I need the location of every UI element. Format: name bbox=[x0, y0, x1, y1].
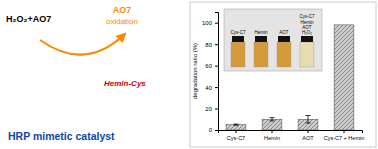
error-bar-line bbox=[308, 116, 309, 124]
vial-label: Cys-C7 bbox=[230, 30, 245, 35]
vial-body bbox=[231, 42, 245, 67]
x-axis: Cys-C7 Hemin AOT Cys-C7 + Hemin bbox=[219, 130, 365, 141]
inset-background bbox=[224, 9, 322, 71]
y-tick-mark bbox=[215, 109, 218, 110]
schematic: H₂O₂+AO7 AO7 oxidation Hemin-Cys HRP mimetic… bbox=[6, 5, 146, 142]
x-tick-mark bbox=[272, 130, 273, 133]
vial-cap bbox=[255, 36, 267, 42]
y-axis-line bbox=[215, 13, 219, 131]
vial-cap bbox=[278, 36, 290, 42]
y-axis: 0 20 40 60 80 100 bbox=[202, 13, 219, 134]
error-bar-cap bbox=[234, 124, 239, 125]
y-tick-mark bbox=[215, 87, 218, 88]
y-tick-label: 40 bbox=[205, 85, 212, 91]
x-tick-mark bbox=[344, 130, 345, 133]
x-tick-label: Hemin bbox=[264, 135, 280, 141]
error-bar bbox=[270, 118, 275, 121]
y-tick-label: 100 bbox=[202, 20, 213, 26]
vial-cap bbox=[232, 36, 244, 42]
error-bar-cap bbox=[270, 117, 275, 118]
x-axis-line bbox=[219, 131, 363, 134]
annotation: HRP mimetic catalyst bbox=[8, 130, 115, 142]
annotation: H₂O₂+AO7 bbox=[6, 14, 51, 24]
y-tick-label: 80 bbox=[205, 42, 212, 48]
error-bar-cap bbox=[270, 120, 275, 121]
y-tick-mark bbox=[215, 44, 218, 45]
bar bbox=[226, 125, 246, 130]
bar bbox=[262, 119, 282, 130]
vial-label: Cys-C7HeminAOTH₂O₂ bbox=[299, 14, 314, 35]
y-tick: 80 bbox=[205, 42, 218, 48]
y-axis-title: degradation ratio (%) bbox=[192, 43, 198, 99]
chart-svg: H₂O₂+AO7 AO7 oxidation Hemin-Cys HRP mimetic… bbox=[0, 0, 378, 149]
vial-label: Hemin bbox=[254, 30, 268, 35]
y-tick: 60 bbox=[205, 63, 218, 69]
error-bar-cap bbox=[306, 115, 311, 116]
y-tick-label: 0 bbox=[209, 127, 213, 133]
y-tick: 0 bbox=[209, 127, 218, 133]
error-bar-cap bbox=[234, 125, 239, 126]
bar-panel: 0 20 40 60 80 100 Cys-C7 Hemin AOT Cys-C7 + Hemin… bbox=[190, 2, 376, 147]
vial-body bbox=[254, 42, 268, 67]
y-tick: 40 bbox=[205, 85, 218, 91]
y-tick-mark bbox=[215, 23, 218, 24]
y-tick: 20 bbox=[205, 106, 218, 112]
error-bar-line bbox=[272, 118, 273, 121]
panel-background bbox=[190, 2, 376, 147]
vial-body bbox=[277, 42, 291, 67]
x-tick-label: Cys-C7 bbox=[227, 135, 245, 141]
y-tick-mark bbox=[215, 66, 218, 67]
arrow bbox=[40, 34, 125, 55]
x-tick: Cys-C7 + Hemin bbox=[324, 130, 365, 141]
y-tick-label: 20 bbox=[205, 106, 212, 112]
bar bbox=[334, 25, 354, 130]
error-bar bbox=[306, 116, 311, 124]
y-tick: 100 bbox=[202, 20, 218, 26]
vial-cap bbox=[301, 36, 313, 42]
x-tick: Hemin bbox=[264, 130, 280, 141]
inset: Cys-C7 Hemin AOT Cys-C7HeminAOTH₂O₂ bbox=[224, 9, 322, 71]
annotation: AO7 bbox=[113, 5, 132, 15]
y-tick-mark bbox=[215, 130, 218, 131]
annotation: Hemin-Cys bbox=[104, 79, 146, 88]
y-tick-label: 60 bbox=[205, 63, 212, 69]
x-tick-mark bbox=[236, 130, 237, 133]
vial-label: AOT bbox=[279, 30, 289, 35]
x-tick: AOT bbox=[302, 130, 314, 141]
x-tick: Cys-C7 bbox=[227, 130, 245, 141]
x-tick-label: AOT bbox=[302, 135, 314, 141]
error-bar-cap bbox=[306, 123, 311, 124]
annotation: oxidation bbox=[106, 17, 138, 26]
vial-body bbox=[300, 42, 314, 67]
error-bar bbox=[234, 124, 239, 125]
x-tick-label: Cys-C7 + Hemin bbox=[324, 135, 365, 141]
x-tick-mark bbox=[308, 130, 309, 133]
